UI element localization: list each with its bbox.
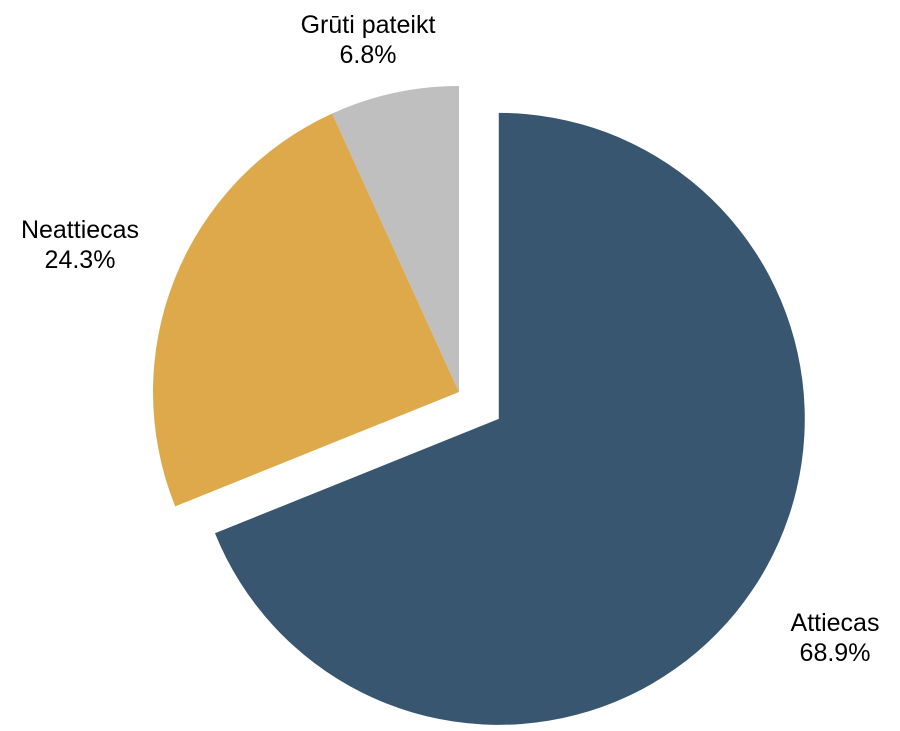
pie-slice-grūti-pateikt <box>332 86 459 392</box>
slice-name-label: Neattiecas <box>20 216 140 244</box>
slice-value-label: 6.8% <box>339 41 397 69</box>
slice-name-label: Grūti pateikt <box>300 11 436 39</box>
slice-name-label: Attiecas <box>790 609 880 637</box>
slice-value-label: 68.9% <box>799 639 871 667</box>
pie-slice-neattiecas <box>153 113 460 507</box>
data-label-neattiecas: Neattiecas 24.3% <box>0 215 160 275</box>
data-label-attiecas: Attiecas 68.9% <box>760 608 900 668</box>
pie-slice-attiecas <box>214 112 805 725</box>
slice-value-label: 24.3% <box>44 246 116 274</box>
data-label-gruti-pateikt: Grūti pateikt 6.8% <box>278 10 458 70</box>
